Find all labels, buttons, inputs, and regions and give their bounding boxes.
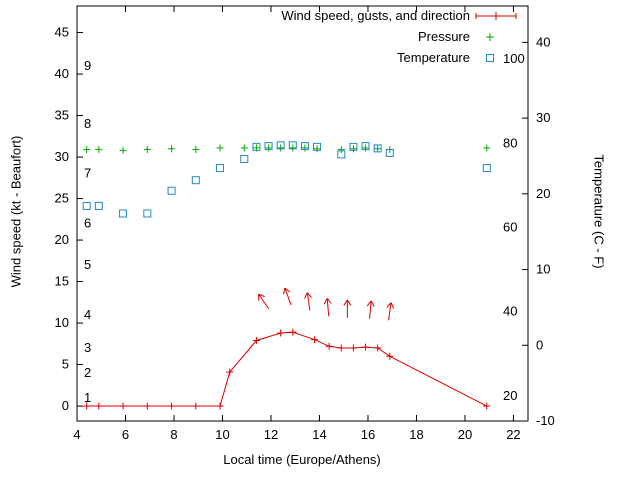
beaufort-scale-labels: 1 2 3 4 5 6 7 8 9 [84, 58, 91, 405]
svg-text:8: 8 [170, 427, 177, 442]
temperature-series [82, 141, 491, 218]
svg-text:20: 20 [458, 427, 472, 442]
svg-text:15: 15 [55, 274, 69, 289]
svg-text:35: 35 [55, 108, 69, 123]
x-axis: 4 6 8 10 12 14 16 18 20 22 [73, 6, 521, 442]
svg-text:25: 25 [55, 191, 69, 206]
wind-speed-series [83, 328, 491, 410]
wind-direction-arrow [343, 299, 352, 318]
svg-text:6: 6 [84, 215, 91, 230]
svg-text:4: 4 [84, 307, 91, 322]
fahrenheit-scale-labels: 20 40 60 80 100 [503, 51, 525, 403]
svg-text:10: 10 [536, 262, 550, 277]
svg-text:5: 5 [84, 257, 91, 272]
svg-text:5: 5 [62, 357, 69, 372]
wind-direction-arrow [386, 302, 395, 321]
svg-text:Wind speed, gusts, and directi: Wind speed, gusts, and direction [281, 8, 470, 23]
left-axis-title: Wind speed (kt - Beaufort) [8, 135, 24, 288]
svg-text:3: 3 [84, 340, 91, 355]
plot-border [76, 5, 529, 422]
svg-text:40: 40 [55, 66, 69, 81]
svg-text:0: 0 [62, 398, 69, 413]
svg-text:10: 10 [215, 427, 229, 442]
svg-text:20: 20 [503, 388, 517, 403]
right-axis-title: Temperature (C - F) [591, 154, 607, 269]
svg-text:100: 100 [503, 51, 525, 66]
svg-text:16: 16 [361, 427, 375, 442]
wind-direction-arrow [304, 292, 312, 311]
svg-text:40: 40 [503, 304, 517, 319]
svg-text:40: 40 [536, 34, 550, 49]
svg-text:22: 22 [506, 427, 520, 442]
x-axis-title: Local time (Europe/Athens) [223, 452, 381, 467]
svg-text:20: 20 [55, 232, 69, 247]
svg-text:30: 30 [55, 149, 69, 164]
svg-text:10: 10 [55, 315, 69, 330]
svg-text:Temperature: Temperature [397, 50, 470, 65]
wind-direction-arrow [258, 293, 270, 310]
wind-direction-arrow [323, 298, 332, 317]
svg-text:0: 0 [536, 337, 543, 352]
svg-text:18: 18 [409, 427, 423, 442]
svg-text:6: 6 [122, 427, 129, 442]
svg-text:8: 8 [84, 116, 91, 131]
svg-text:45: 45 [55, 25, 69, 40]
svg-text:20: 20 [536, 186, 550, 201]
svg-text:9: 9 [84, 58, 91, 73]
svg-text:12: 12 [264, 427, 278, 442]
wind-direction-arrow [282, 287, 292, 306]
svg-text:30: 30 [536, 110, 550, 125]
pressure-series [83, 144, 491, 154]
svg-text:4: 4 [73, 427, 80, 442]
svg-text:Pressure: Pressure [418, 29, 470, 44]
svg-text:1: 1 [84, 390, 91, 405]
y-axis-left: 0 5 10 15 20 25 30 35 40 45 [55, 25, 83, 413]
legend: Wind speed, gusts, and direction Pressure… [281, 8, 517, 65]
svg-text:7: 7 [84, 166, 91, 181]
y-axis-right: -10 0 10 20 30 40 [522, 34, 555, 428]
svg-text:60: 60 [503, 219, 517, 234]
svg-text:-10: -10 [536, 413, 555, 428]
svg-text:2: 2 [84, 365, 91, 380]
svg-text:80: 80 [503, 135, 517, 150]
wind-direction-arrow [366, 300, 375, 319]
wind-direction-arrows [258, 287, 395, 321]
svg-text:14: 14 [312, 427, 326, 442]
